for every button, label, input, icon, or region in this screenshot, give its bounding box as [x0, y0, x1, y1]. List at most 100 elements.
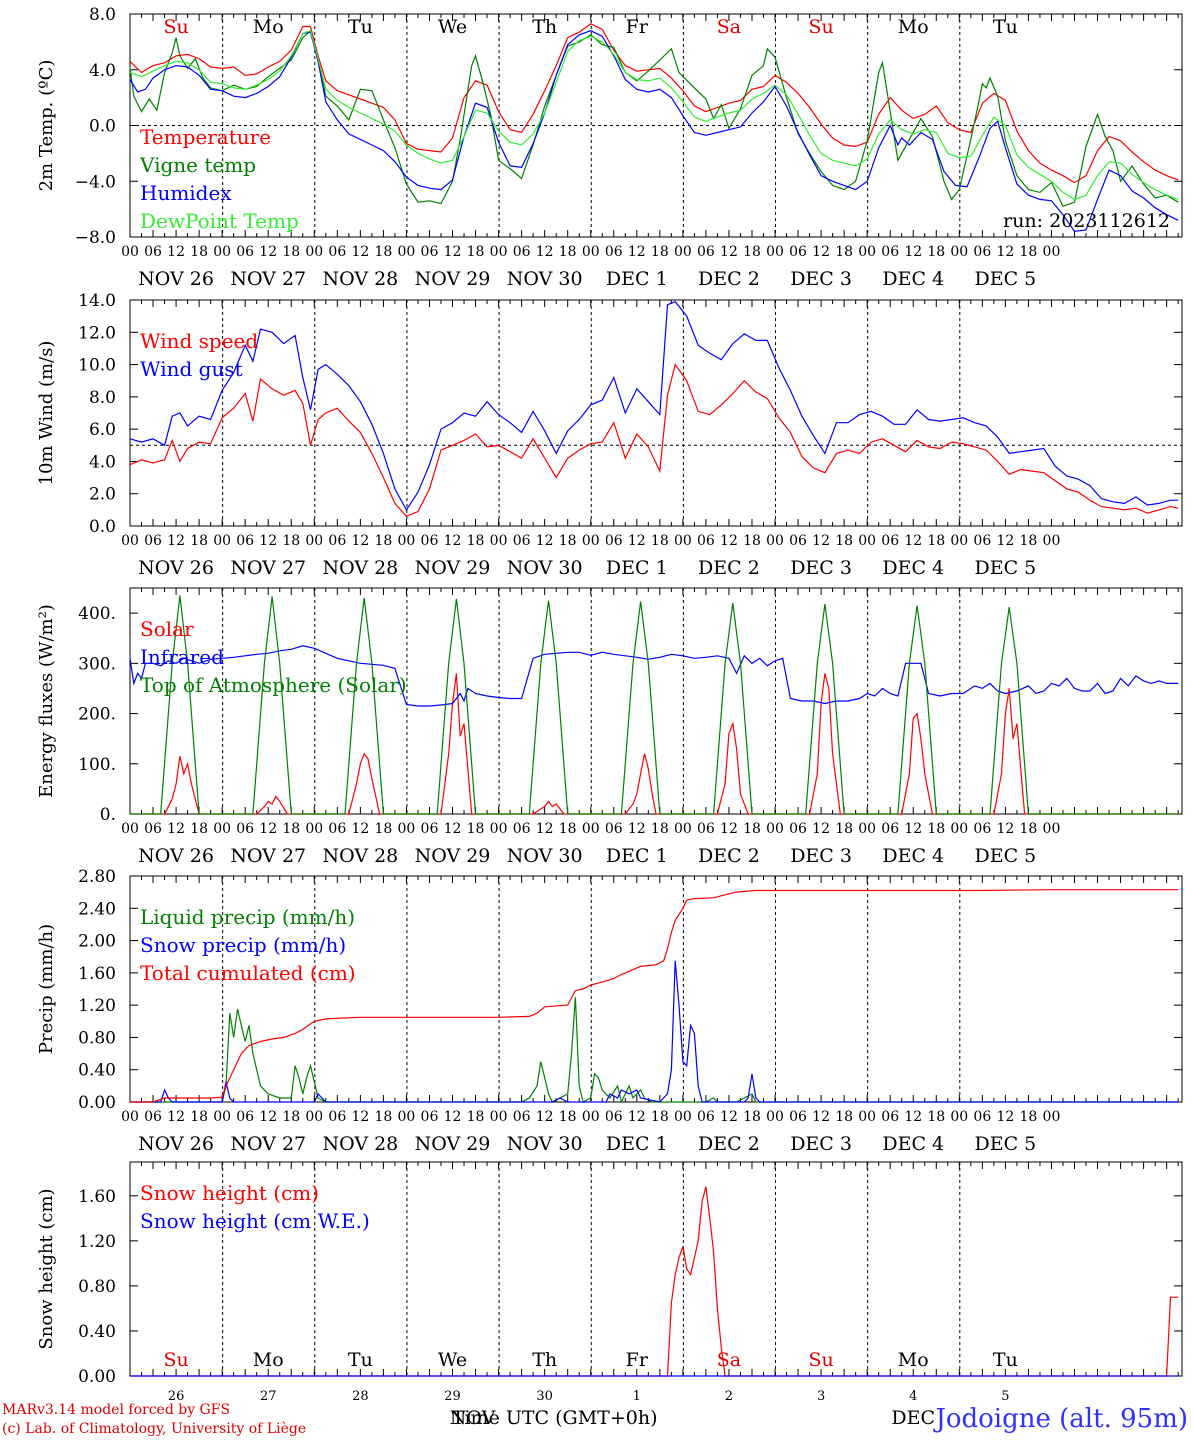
hour-tick-label: 18: [467, 533, 485, 549]
hour-tick-label: 18: [743, 244, 761, 260]
date-label: NOV 28: [322, 557, 398, 579]
hour-tick-label: 06: [421, 1109, 439, 1125]
hour-tick-label: 06: [421, 821, 439, 837]
hour-tick-label: 12: [812, 244, 830, 260]
hour-tick-label: 12: [628, 533, 646, 549]
hour-tick-label: 12: [536, 244, 554, 260]
hour-tick-label: 18: [190, 244, 208, 260]
weekday-label-top: Tu: [348, 16, 373, 38]
hour-tick-label: 06: [973, 244, 991, 260]
hour-tick-label: 00: [582, 244, 600, 260]
hour-tick-label: 06: [697, 1109, 715, 1125]
day-number-label: 4: [909, 1389, 917, 1404]
hour-tick-label: 06: [697, 244, 715, 260]
series-line-1: [129, 363, 1179, 518]
y-tick-label: 400.: [78, 604, 116, 624]
day-number-label: 28: [352, 1389, 369, 1404]
hour-tick-label: 00: [858, 533, 876, 549]
y-tick-label: 8.0: [89, 388, 116, 408]
y-axis-title: 10m Wind (m/s): [36, 341, 57, 486]
hour-tick-label: 18: [374, 533, 392, 549]
weekday-label-top: Tu: [993, 16, 1018, 38]
series-line-2: [129, 645, 1179, 707]
hour-tick-label: 18: [651, 1109, 669, 1125]
hour-tick-label: 00: [582, 533, 600, 549]
hour-tick-label: 06: [144, 821, 162, 837]
weekday-label-top: Mo: [253, 16, 284, 38]
y-tick-label: −8.0: [75, 228, 116, 248]
hour-tick-label: 06: [789, 533, 807, 549]
hour-tick-label: 00: [398, 533, 416, 549]
y-tick-label: 0.00: [78, 1093, 116, 1113]
hour-tick-label: 12: [259, 533, 277, 549]
day-number-label: 26: [168, 1389, 185, 1404]
y-tick-label: 0.00: [78, 1367, 116, 1387]
hour-tick-label: 06: [144, 533, 162, 549]
weekday-label-top: Fr: [626, 16, 649, 38]
hour-tick-label: 06: [881, 821, 899, 837]
series-line-2: [129, 300, 1179, 512]
hour-tick-label: 00: [674, 1109, 692, 1125]
date-label: NOV 27: [230, 268, 306, 290]
hour-tick-label: 00: [121, 244, 139, 260]
date-label: DEC 1: [606, 268, 668, 290]
hour-tick-label: 12: [444, 1109, 462, 1125]
date-label: NOV 27: [230, 1133, 306, 1155]
date-label: DEC 4: [882, 845, 944, 867]
hour-tick-label: 06: [513, 821, 531, 837]
hour-tick-label: 06: [328, 244, 346, 260]
series-line-4: [129, 29, 1179, 201]
panel-5: 1.60 1.20 0.80 0.40 0.00 Snow height (cm) Snow…: [36, 1161, 1183, 1387]
hour-tick-label: 18: [1020, 533, 1038, 549]
hour-tick-label: 18: [1020, 244, 1038, 260]
legend-entry: Temperature: [140, 125, 271, 149]
hour-tick-label: 00: [121, 1109, 139, 1125]
model-credit: MARv3.14 model forced by GFS: [2, 1402, 231, 1418]
hour-tick-label: 00: [213, 1109, 231, 1125]
hour-tick-label: 00: [490, 821, 508, 837]
hour-tick-label: 12: [536, 821, 554, 837]
hour-tick-label: 12: [351, 1109, 369, 1125]
hour-tick-label: 00: [490, 533, 508, 549]
hour-tick-label: 00: [398, 244, 416, 260]
y-axis-title: Energy fluxes (W/m²): [36, 604, 57, 798]
legend-entry: Snow height (cm): [140, 1181, 319, 1205]
y-tick-label: 0.80: [78, 1277, 116, 1297]
y-tick-label: 0.40: [78, 1322, 116, 1342]
hour-tick-label: 00: [950, 244, 968, 260]
hour-tick-label: 18: [190, 1109, 208, 1125]
date-label: NOV 26: [138, 268, 214, 290]
hour-tick-label: 18: [282, 244, 300, 260]
date-label: NOV 27: [230, 845, 306, 867]
y-tick-label: 8.0: [89, 5, 116, 25]
hour-tick-label: 12: [167, 1109, 185, 1125]
date-label: NOV 28: [322, 845, 398, 867]
legend-entry: DewPoint Temp: [140, 209, 299, 233]
hour-tick-label: 12: [167, 244, 185, 260]
day-number-label: 30: [536, 1389, 553, 1404]
hour-tick-label: 06: [789, 244, 807, 260]
hour-tick-label: 18: [651, 821, 669, 837]
month-label-nov: NOV: [450, 1407, 496, 1429]
y-tick-label: 0.40: [78, 1061, 116, 1081]
hour-tick-label: 12: [720, 533, 738, 549]
hour-tick-label: 18: [282, 821, 300, 837]
hour-tick-label: 06: [421, 244, 439, 260]
plot-frame: [129, 587, 1183, 815]
y-axis-title: Precip (mm/h): [36, 924, 57, 1054]
hour-tick-label: 00: [674, 533, 692, 549]
hour-tick-label: 12: [351, 821, 369, 837]
hour-tick-label: 00: [305, 244, 323, 260]
station-name: Jodoigne (alt. 95m): [935, 1404, 1188, 1434]
hour-tick-label: 12: [259, 821, 277, 837]
hour-tick-label: 18: [835, 821, 853, 837]
hour-tick-label: 12: [720, 1109, 738, 1125]
y-tick-label: 0.: [100, 805, 116, 825]
hour-tick-label: 18: [651, 533, 669, 549]
y-tick-label: 10.0: [78, 356, 116, 376]
series-line-3: [130, 889, 1179, 1103]
date-label: NOV 28: [322, 1133, 398, 1155]
hour-tick-label: 12: [812, 1109, 830, 1125]
y-tick-label: 300.: [78, 654, 116, 674]
